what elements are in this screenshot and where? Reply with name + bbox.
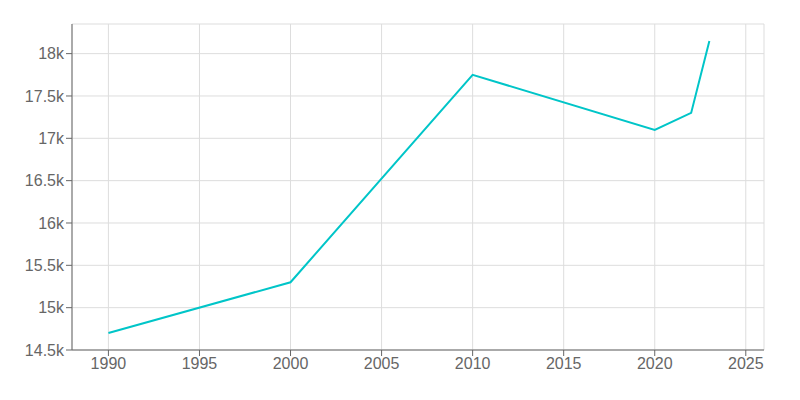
svg-text:17.5k: 17.5k bbox=[25, 88, 65, 105]
svg-text:1995: 1995 bbox=[182, 355, 218, 372]
svg-text:16k: 16k bbox=[38, 215, 65, 232]
svg-text:15k: 15k bbox=[38, 299, 65, 316]
svg-text:2000: 2000 bbox=[273, 355, 309, 372]
svg-text:2010: 2010 bbox=[455, 355, 491, 372]
svg-text:2005: 2005 bbox=[364, 355, 400, 372]
svg-text:14.5k: 14.5k bbox=[25, 342, 65, 359]
svg-text:2025: 2025 bbox=[728, 355, 764, 372]
svg-text:17k: 17k bbox=[38, 130, 65, 147]
svg-text:2015: 2015 bbox=[546, 355, 582, 372]
svg-text:1990: 1990 bbox=[91, 355, 127, 372]
svg-text:18k: 18k bbox=[38, 45, 65, 62]
svg-text:15.5k: 15.5k bbox=[25, 257, 65, 274]
svg-text:16.5k: 16.5k bbox=[25, 172, 65, 189]
svg-text:2020: 2020 bbox=[637, 355, 673, 372]
